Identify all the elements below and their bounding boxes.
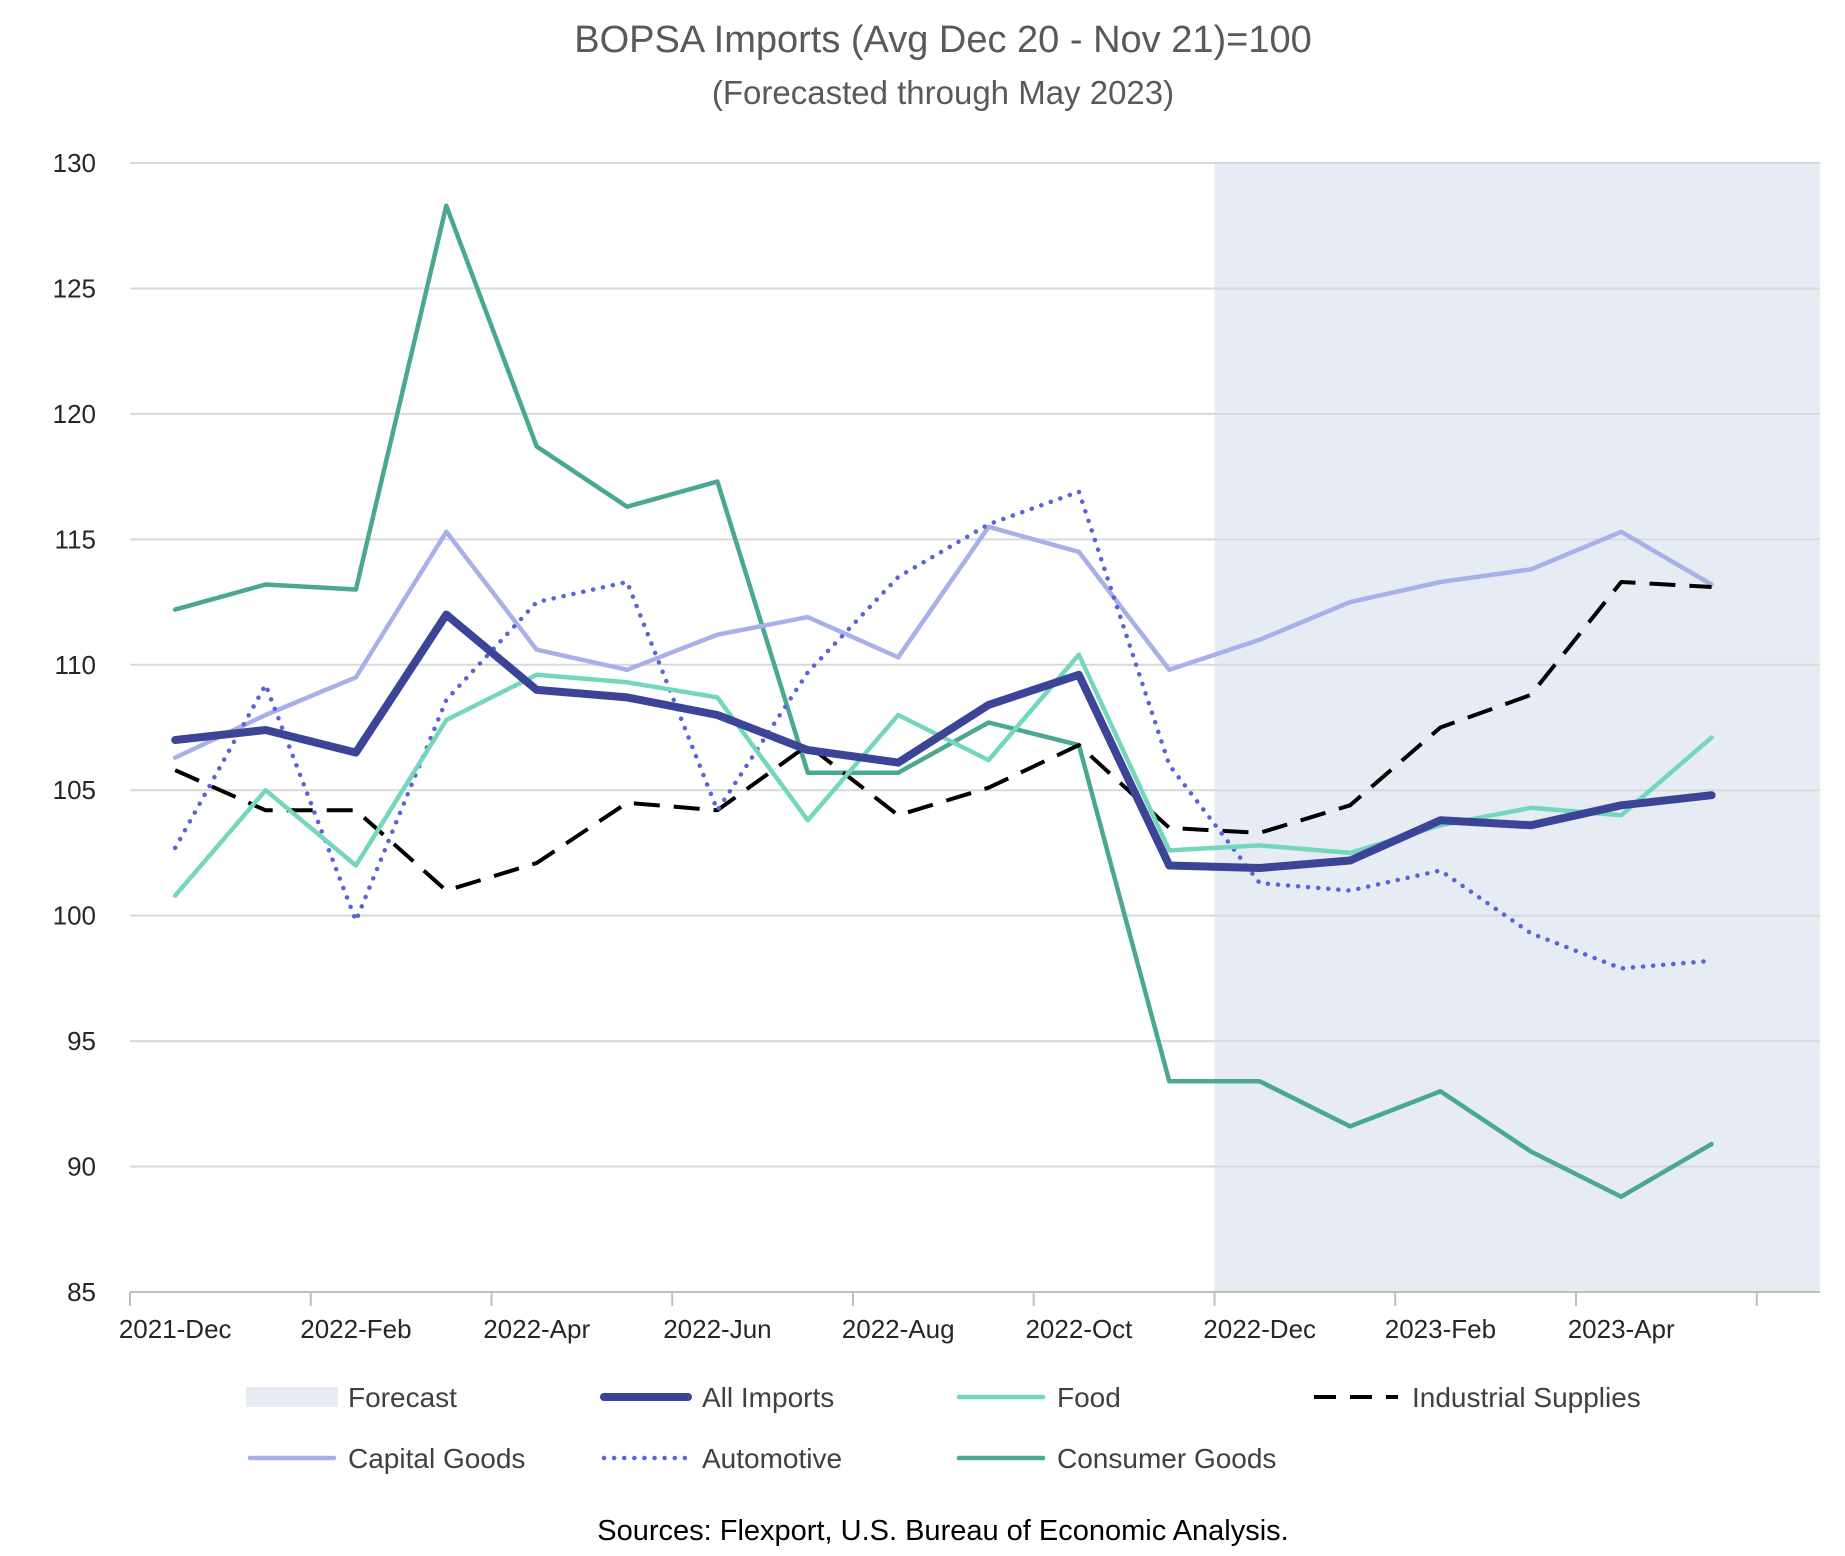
forecast-band <box>1214 163 1820 1292</box>
series-line-consumer-goods <box>172 203 1714 1199</box>
legend-label: Forecast <box>348 1382 457 1413</box>
y-tick-label: 130 <box>53 148 96 178</box>
legend-item-food: Food <box>956 1382 1121 1413</box>
x-axis-tick-labels: 2021-Dec 2022-Feb 2022-Apr 2022-Jun 2022-Aug… <box>119 1314 1675 1344</box>
legend-label: Consumer Goods <box>1057 1443 1276 1474</box>
x-tick-label: 2023-Feb <box>1385 1314 1496 1344</box>
y-axis-tick-labels: 130 125 120 115 110 105 100 95 90 85 <box>53 148 96 1307</box>
legend-item-capital-goods: Capital Goods <box>247 1443 525 1474</box>
y-tick-label: 115 <box>55 524 96 554</box>
legend: Forecast All Imports Food Industrial Suppli… <box>246 1382 1641 1474</box>
y-tick-label: 85 <box>67 1277 96 1307</box>
series-line-capital-goods <box>172 524 1714 760</box>
legend-item-forecast: Forecast <box>246 1382 457 1413</box>
y-tick-label: 95 <box>67 1026 96 1056</box>
chart-subtitle: (Forecasted through May 2023) <box>712 74 1174 111</box>
chart-title: BOPSA Imports (Avg Dec 20 - Nov 21)=100 <box>574 19 1311 61</box>
legend-item-all-imports: All Imports <box>600 1382 834 1413</box>
y-tick-label: 125 <box>53 273 96 303</box>
series-line-automotive <box>172 489 1714 971</box>
y-tick-label: 100 <box>53 901 96 931</box>
x-tick-label: 2022-Aug <box>842 1314 955 1344</box>
legend-label: Capital Goods <box>348 1443 525 1474</box>
legend-label: Food <box>1057 1382 1121 1413</box>
legend-label: All Imports <box>702 1382 834 1413</box>
legend-label: Industrial Supplies <box>1412 1382 1641 1413</box>
x-tick-label: 2022-Apr <box>483 1314 590 1344</box>
y-tick-label: 120 <box>53 399 96 429</box>
legend-label: Automotive <box>702 1443 842 1474</box>
series-line-industrial-supplies <box>174 580 1712 893</box>
legend-item-consumer-goods: Consumer Goods <box>956 1443 1276 1474</box>
x-tick-label: 2022-Jun <box>663 1314 771 1344</box>
y-tick-label: 105 <box>53 775 96 805</box>
legend-item-automotive: Automotive <box>601 1443 842 1474</box>
x-tick-label: 2022-Feb <box>300 1314 411 1344</box>
x-tick-label: 2022-Oct <box>1025 1314 1133 1344</box>
x-tick-label: 2021-Dec <box>119 1314 232 1344</box>
series-line-all-imports <box>171 610 1716 872</box>
x-tick-label: 2023-Apr <box>1568 1314 1675 1344</box>
chart-source: Sources: Flexport, U.S. Bureau of Econom… <box>597 1515 1288 1547</box>
y-tick-label: 90 <box>67 1152 96 1182</box>
x-tick-label: 2022-Dec <box>1203 1314 1316 1344</box>
legend-swatch <box>246 1387 338 1407</box>
series-lines <box>171 203 1716 1199</box>
legend-item-industrial-supplies: Industrial Supplies <box>1314 1382 1641 1413</box>
y-tick-label: 110 <box>55 650 96 680</box>
x-axis <box>129 1291 1820 1306</box>
